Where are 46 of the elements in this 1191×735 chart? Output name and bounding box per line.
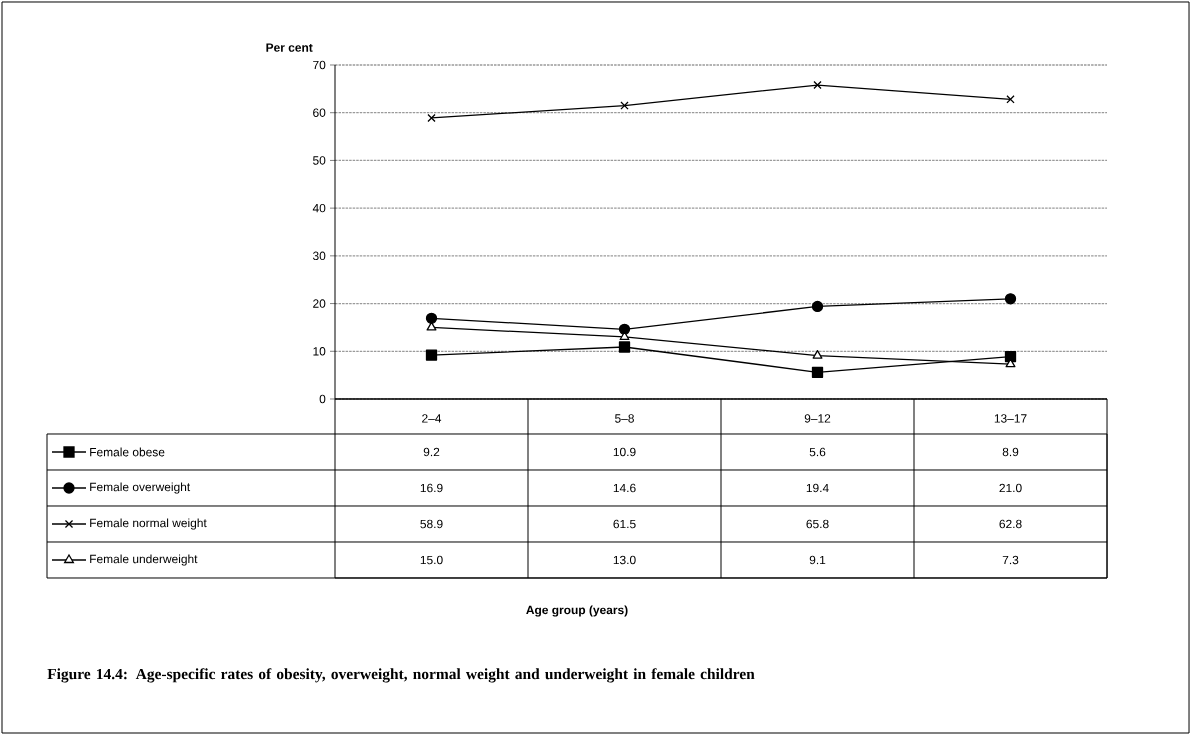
- y-tick-label: 30: [312, 251, 326, 261]
- point: [1004, 293, 1017, 305]
- point: [618, 341, 631, 353]
- data-label: 13.0: [613, 555, 636, 565]
- point: [425, 312, 438, 325]
- legend-label: Female overweight: [90, 482, 191, 494]
- legend-label: Female normal weight: [90, 518, 207, 530]
- y-tick-label: 10: [313, 347, 326, 356]
- data-label: 65.8: [806, 519, 829, 529]
- point: [813, 80, 822, 90]
- data-label: 15.0: [420, 555, 443, 565]
- legend-label: Female underweight: [90, 554, 198, 566]
- y-tick-label: 40: [312, 203, 326, 213]
- point: [811, 300, 824, 313]
- point: [427, 113, 436, 123]
- y-tick-label: 70: [313, 60, 326, 70]
- data-label: 16.9: [420, 483, 443, 493]
- data-label: 58.9: [420, 519, 443, 529]
- data-label: 14.6: [613, 483, 636, 493]
- y-tick-label: 60: [313, 108, 326, 117]
- data-label: 21.0: [999, 483, 1022, 493]
- x-tick-label: 2–4: [422, 414, 442, 423]
- y-tick-label: 0: [319, 394, 326, 404]
- data-label: 61.5: [613, 519, 636, 529]
- data-label: 62.8: [999, 519, 1022, 529]
- text: Age group (years): [526, 605, 628, 617]
- text: Figure 14.4: Age-specific rates of obesity, overweight, normal weight and underweight in female children: [47, 668, 755, 683]
- data-label: 5.6: [809, 447, 826, 457]
- x-tick-label: 5–8: [615, 414, 634, 423]
- legend-label: Female obese: [90, 447, 165, 457]
- point: [620, 101, 629, 110]
- data-label: 9.2: [423, 447, 440, 457]
- point: [1006, 95, 1015, 104]
- data-label: 9.1: [809, 555, 826, 565]
- point: [425, 349, 438, 361]
- x-tick-label: 13–17: [994, 414, 1027, 423]
- data-label: 10.9: [613, 447, 636, 457]
- point: [812, 349, 823, 359]
- y-tick-label: 50: [313, 156, 326, 165]
- data-label: 19.4: [806, 483, 829, 493]
- y-axis-title: Per cent: [266, 43, 313, 52]
- point: [811, 366, 824, 378]
- data-label: 8.9: [1002, 447, 1019, 457]
- data-label: 7.3: [1002, 555, 1019, 565]
- y-tick-label: 20: [313, 299, 326, 308]
- x-tick-label: 9–12: [804, 414, 831, 423]
